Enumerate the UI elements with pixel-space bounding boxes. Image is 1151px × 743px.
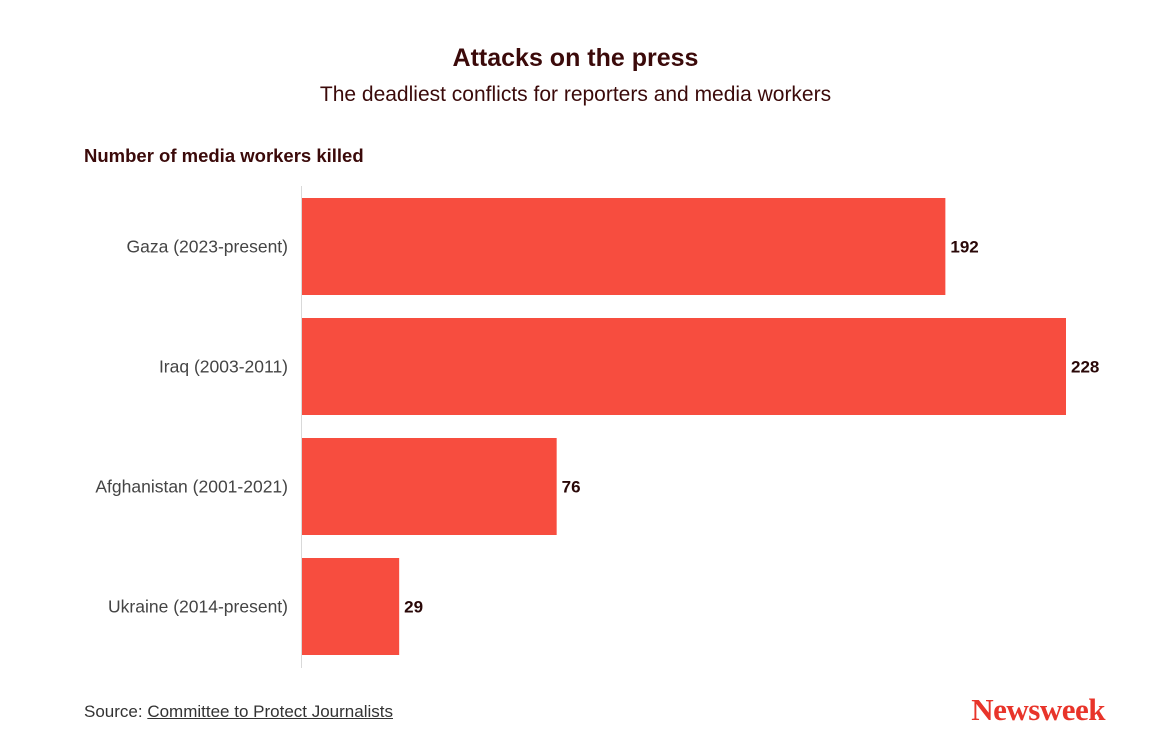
value-label: 192 [950, 238, 978, 257]
measure-label: Number of media workers killed [84, 145, 364, 166]
chart-title: Attacks on the press [452, 44, 699, 72]
category-label: Gaza (2023-present) [127, 237, 288, 257]
value-label: 228 [1071, 358, 1099, 377]
source-link[interactable]: Committee to Protect Journalists [147, 702, 393, 721]
bar [302, 558, 400, 655]
bar [302, 438, 557, 535]
category-label: Iraq (2003-2011) [159, 357, 288, 377]
chart-subtitle: The deadliest conflicts for reporters an… [319, 83, 832, 106]
newsweek-logo: Newsweek [971, 692, 1105, 727]
source-note: Source: Committee to Protect Journalists [84, 702, 393, 722]
value-label: 76 [562, 478, 581, 497]
value-label: 29 [404, 598, 423, 617]
source-prefix: Source: [84, 702, 143, 721]
bar [302, 318, 1066, 415]
category-label: Ukraine (2014-present) [108, 597, 288, 617]
bar [302, 198, 946, 295]
category-label: Afghanistan (2001-2021) [95, 477, 288, 497]
